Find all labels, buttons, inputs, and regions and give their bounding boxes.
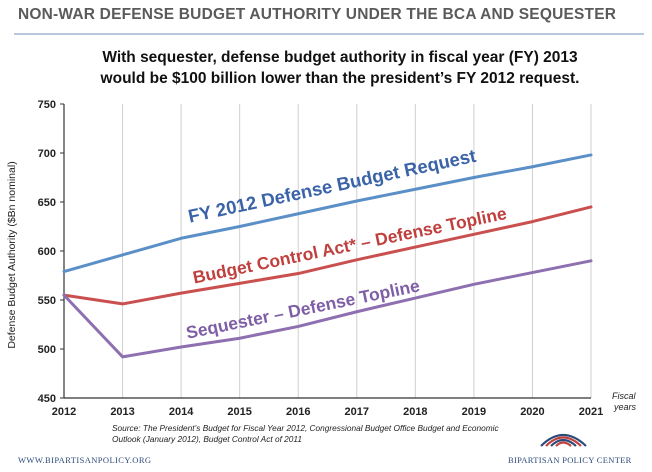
chart-title: With sequester, defense budget authority… — [40, 47, 640, 89]
page-title: NON-WAR DEFENSE BUDGET AUTHORITY UNDER T… — [18, 6, 617, 23]
x-tick-label: 2012 — [52, 406, 76, 418]
y-tick-label: 650 — [38, 197, 56, 209]
x-tick-label: 2016 — [286, 406, 310, 418]
y-tick-label: 600 — [38, 246, 56, 258]
header-divider — [14, 33, 644, 35]
x-axis-label-line-2: years — [613, 402, 637, 412]
y-tick-label: 550 — [38, 295, 56, 307]
x-tick-label: 2017 — [345, 406, 369, 418]
series-line-1 — [62, 153, 593, 274]
chart-ticks: 450 500 550 600 650 700 750 2012 2013 2014 2015 201… — [38, 99, 604, 418]
source-line-1: Source: The President’s Budget for Fisca… — [112, 423, 499, 433]
series-line-3 — [62, 259, 593, 359]
x-tick-label: 2019 — [462, 406, 486, 418]
x-axis-label-line-1: Fiscal — [612, 391, 637, 401]
x-tick-label: 2015 — [227, 406, 251, 418]
y-tick-label: 500 — [38, 344, 56, 356]
y-axis-label: Defense Budget Authority ($Bn nominal) — [6, 161, 18, 348]
chart-title-line-2: would be $100 billion lower than the pre… — [100, 70, 580, 87]
y-tick-label: 750 — [38, 99, 56, 111]
chart-title-line-1: With sequester, defense budget authority… — [102, 49, 578, 66]
website-link[interactable]: WWW.BIPARTISANPOLICY.ORG — [18, 455, 152, 465]
chart-grid — [122, 104, 592, 398]
x-tick-label: 2020 — [520, 406, 544, 418]
org-name: BIPARTISAN POLICY CENTER — [508, 455, 632, 465]
source-note: Source: The President’s Budget for Fisca… — [112, 423, 512, 445]
bpc-logo-icon — [540, 433, 587, 447]
y-tick-label: 450 — [38, 393, 56, 405]
chart-series — [62, 153, 593, 359]
source-line-2: Outlook (January 2012), Budget Control A… — [112, 434, 303, 444]
x-tick-label: 2021 — [579, 406, 603, 418]
x-tick-label: 2014 — [169, 406, 194, 418]
series-line-2 — [62, 205, 593, 306]
x-tick-label: 2018 — [403, 406, 427, 418]
y-tick-label: 700 — [38, 148, 56, 160]
x-tick-label: 2013 — [110, 406, 134, 418]
